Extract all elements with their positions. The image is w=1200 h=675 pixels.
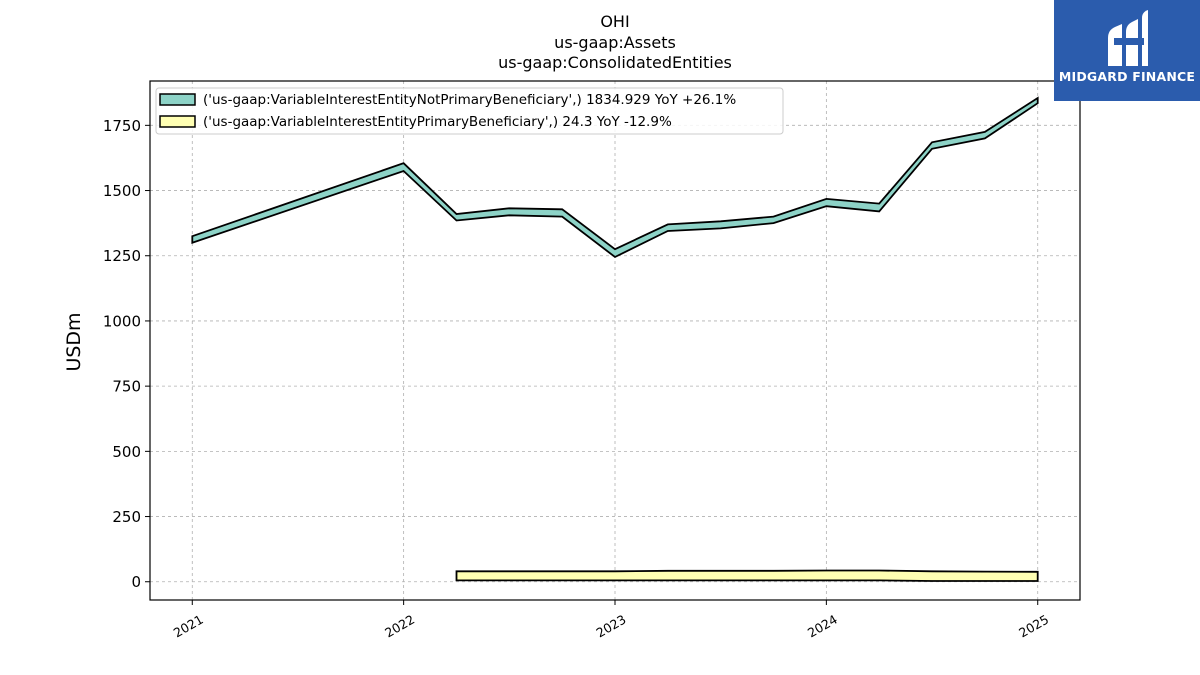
legend: ('us-gaap:VariableInterestEntityNotPrima… bbox=[155, 87, 784, 135]
y-tick-label: 1000 bbox=[103, 312, 141, 330]
series-area-0 bbox=[191, 96, 1039, 259]
title-line-3: us-gaap:ConsolidatedEntities bbox=[498, 53, 732, 72]
title-line-2: us-gaap:Assets bbox=[554, 33, 676, 52]
y-tick-label: 1500 bbox=[103, 182, 141, 200]
brand-logo: MIDGARD FINANCE bbox=[1054, 0, 1200, 101]
grid bbox=[150, 81, 1080, 600]
x-tick-label: 2022 bbox=[382, 612, 417, 641]
legend-label: ('us-gaap:VariableInterestEntityNotPrima… bbox=[203, 92, 736, 108]
y-tick-label: 1750 bbox=[103, 117, 141, 135]
y-axis-label: USDm bbox=[63, 312, 85, 371]
x-tick-label: 2023 bbox=[593, 612, 628, 641]
chart-title: OHI us-gaap:Assets us-gaap:ConsolidatedE… bbox=[498, 12, 732, 72]
y-tick-label: 250 bbox=[112, 508, 141, 526]
logo-mark-icon bbox=[1108, 10, 1148, 66]
legend-label: ('us-gaap:VariableInterestEntityPrimaryB… bbox=[203, 114, 672, 130]
y-tick-label: 0 bbox=[131, 573, 141, 591]
series-area-1 bbox=[455, 569, 1039, 582]
series-layer bbox=[191, 96, 1039, 582]
y-tick-label: 750 bbox=[112, 378, 141, 396]
x-tick-label: 2021 bbox=[171, 612, 206, 641]
x-tick-label: 2025 bbox=[1016, 612, 1051, 641]
y-tick-label: 1250 bbox=[103, 247, 141, 265]
title-line-1: OHI bbox=[600, 12, 629, 31]
y-axis: 0 250 500 750 1000 1250 1500 1750 bbox=[103, 117, 150, 591]
x-axis: 2021 2022 2023 2024 2025 bbox=[171, 600, 1051, 641]
legend-swatch bbox=[159, 115, 196, 128]
logo-text: MIDGARD FINANCE bbox=[1058, 69, 1196, 84]
legend-frame bbox=[155, 87, 784, 135]
legend-swatch bbox=[159, 93, 196, 106]
x-tick-label: 2024 bbox=[805, 612, 840, 641]
y-tick-label: 500 bbox=[112, 443, 141, 461]
